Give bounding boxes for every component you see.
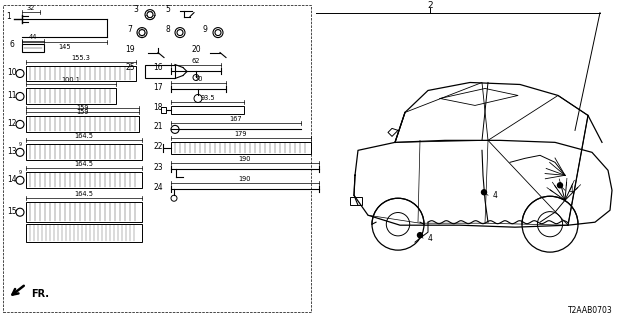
Text: 190: 190 (239, 176, 252, 182)
Bar (145, 65, 175, 78)
Text: 4: 4 (568, 186, 573, 195)
Text: 9: 9 (19, 142, 22, 147)
Text: 17: 17 (153, 83, 163, 92)
Text: 164.5: 164.5 (74, 161, 93, 167)
Text: 190: 190 (239, 156, 252, 162)
Text: 167: 167 (230, 116, 243, 123)
Text: 2: 2 (427, 1, 433, 10)
Circle shape (417, 233, 422, 238)
Bar (26, 224, 142, 242)
Text: 23: 23 (153, 163, 163, 172)
Bar (22, 44, 44, 52)
Bar (26, 88, 116, 104)
Text: 44: 44 (29, 34, 37, 40)
Text: 14: 14 (7, 175, 17, 184)
Text: 1: 1 (6, 12, 12, 21)
Text: 70: 70 (195, 76, 203, 83)
Text: 15: 15 (7, 207, 17, 216)
Circle shape (481, 190, 486, 195)
Text: 164.5: 164.5 (74, 191, 93, 197)
Text: 7: 7 (127, 25, 132, 34)
Text: 179: 179 (235, 132, 247, 137)
Text: 13: 13 (7, 147, 17, 156)
Bar (26, 144, 142, 160)
Text: 11: 11 (7, 91, 17, 100)
Text: 19: 19 (125, 45, 135, 54)
Text: 18: 18 (153, 103, 163, 112)
Bar (26, 202, 142, 222)
Bar (26, 172, 142, 188)
Text: 10: 10 (7, 68, 17, 77)
Bar (3, 5, 311, 312)
Text: 12: 12 (7, 119, 17, 128)
Text: 62: 62 (192, 58, 200, 64)
Text: 164.5: 164.5 (74, 133, 93, 140)
Text: 145: 145 (58, 44, 71, 50)
Text: T2AAB0703: T2AAB0703 (568, 306, 612, 315)
Text: 21: 21 (153, 122, 163, 131)
Bar (26, 66, 136, 82)
Text: 100.1: 100.1 (61, 77, 81, 84)
Bar (171, 107, 244, 115)
Text: 25: 25 (125, 63, 135, 72)
Bar (171, 142, 311, 154)
Text: 5: 5 (166, 5, 170, 14)
Text: 24: 24 (153, 183, 163, 192)
Text: FR.: FR. (31, 289, 49, 299)
Text: 16: 16 (153, 63, 163, 72)
Bar (161, 108, 166, 113)
Text: 93.5: 93.5 (200, 95, 215, 101)
Text: 20: 20 (191, 45, 201, 54)
Text: 22: 22 (153, 142, 163, 151)
Text: 8: 8 (166, 25, 170, 34)
Text: 4: 4 (428, 234, 433, 243)
Text: 4: 4 (493, 191, 497, 200)
Text: 6: 6 (10, 40, 15, 49)
Text: 32: 32 (27, 4, 35, 11)
Circle shape (557, 183, 563, 188)
Text: 155.3: 155.3 (72, 54, 90, 60)
Bar (26, 116, 139, 132)
Text: 159: 159 (76, 105, 89, 111)
Text: 3: 3 (134, 5, 138, 14)
Text: 9: 9 (203, 25, 207, 34)
Text: 9: 9 (19, 170, 22, 175)
Text: 159: 159 (76, 109, 89, 116)
Bar (350, 197, 362, 205)
